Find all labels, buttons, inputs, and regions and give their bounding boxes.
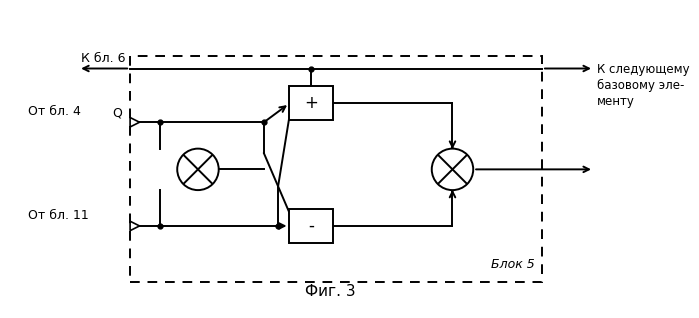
Text: К следующему
базовому эле-
менту: К следующему базовому эле- менту — [597, 63, 689, 108]
Text: -: - — [308, 217, 314, 235]
Circle shape — [432, 149, 473, 190]
Circle shape — [178, 149, 219, 190]
Text: Блок 5: Блок 5 — [491, 258, 535, 271]
Bar — [289, 86, 333, 120]
Text: Q: Q — [113, 107, 122, 119]
Text: +: + — [304, 94, 318, 112]
Text: От бл. 4: От бл. 4 — [28, 106, 81, 119]
Text: К бл. 6: К бл. 6 — [81, 52, 126, 65]
Text: От бл. 11: От бл. 11 — [28, 209, 89, 222]
Text: Фиг. 3: Фиг. 3 — [305, 285, 355, 300]
Bar — [289, 209, 333, 243]
